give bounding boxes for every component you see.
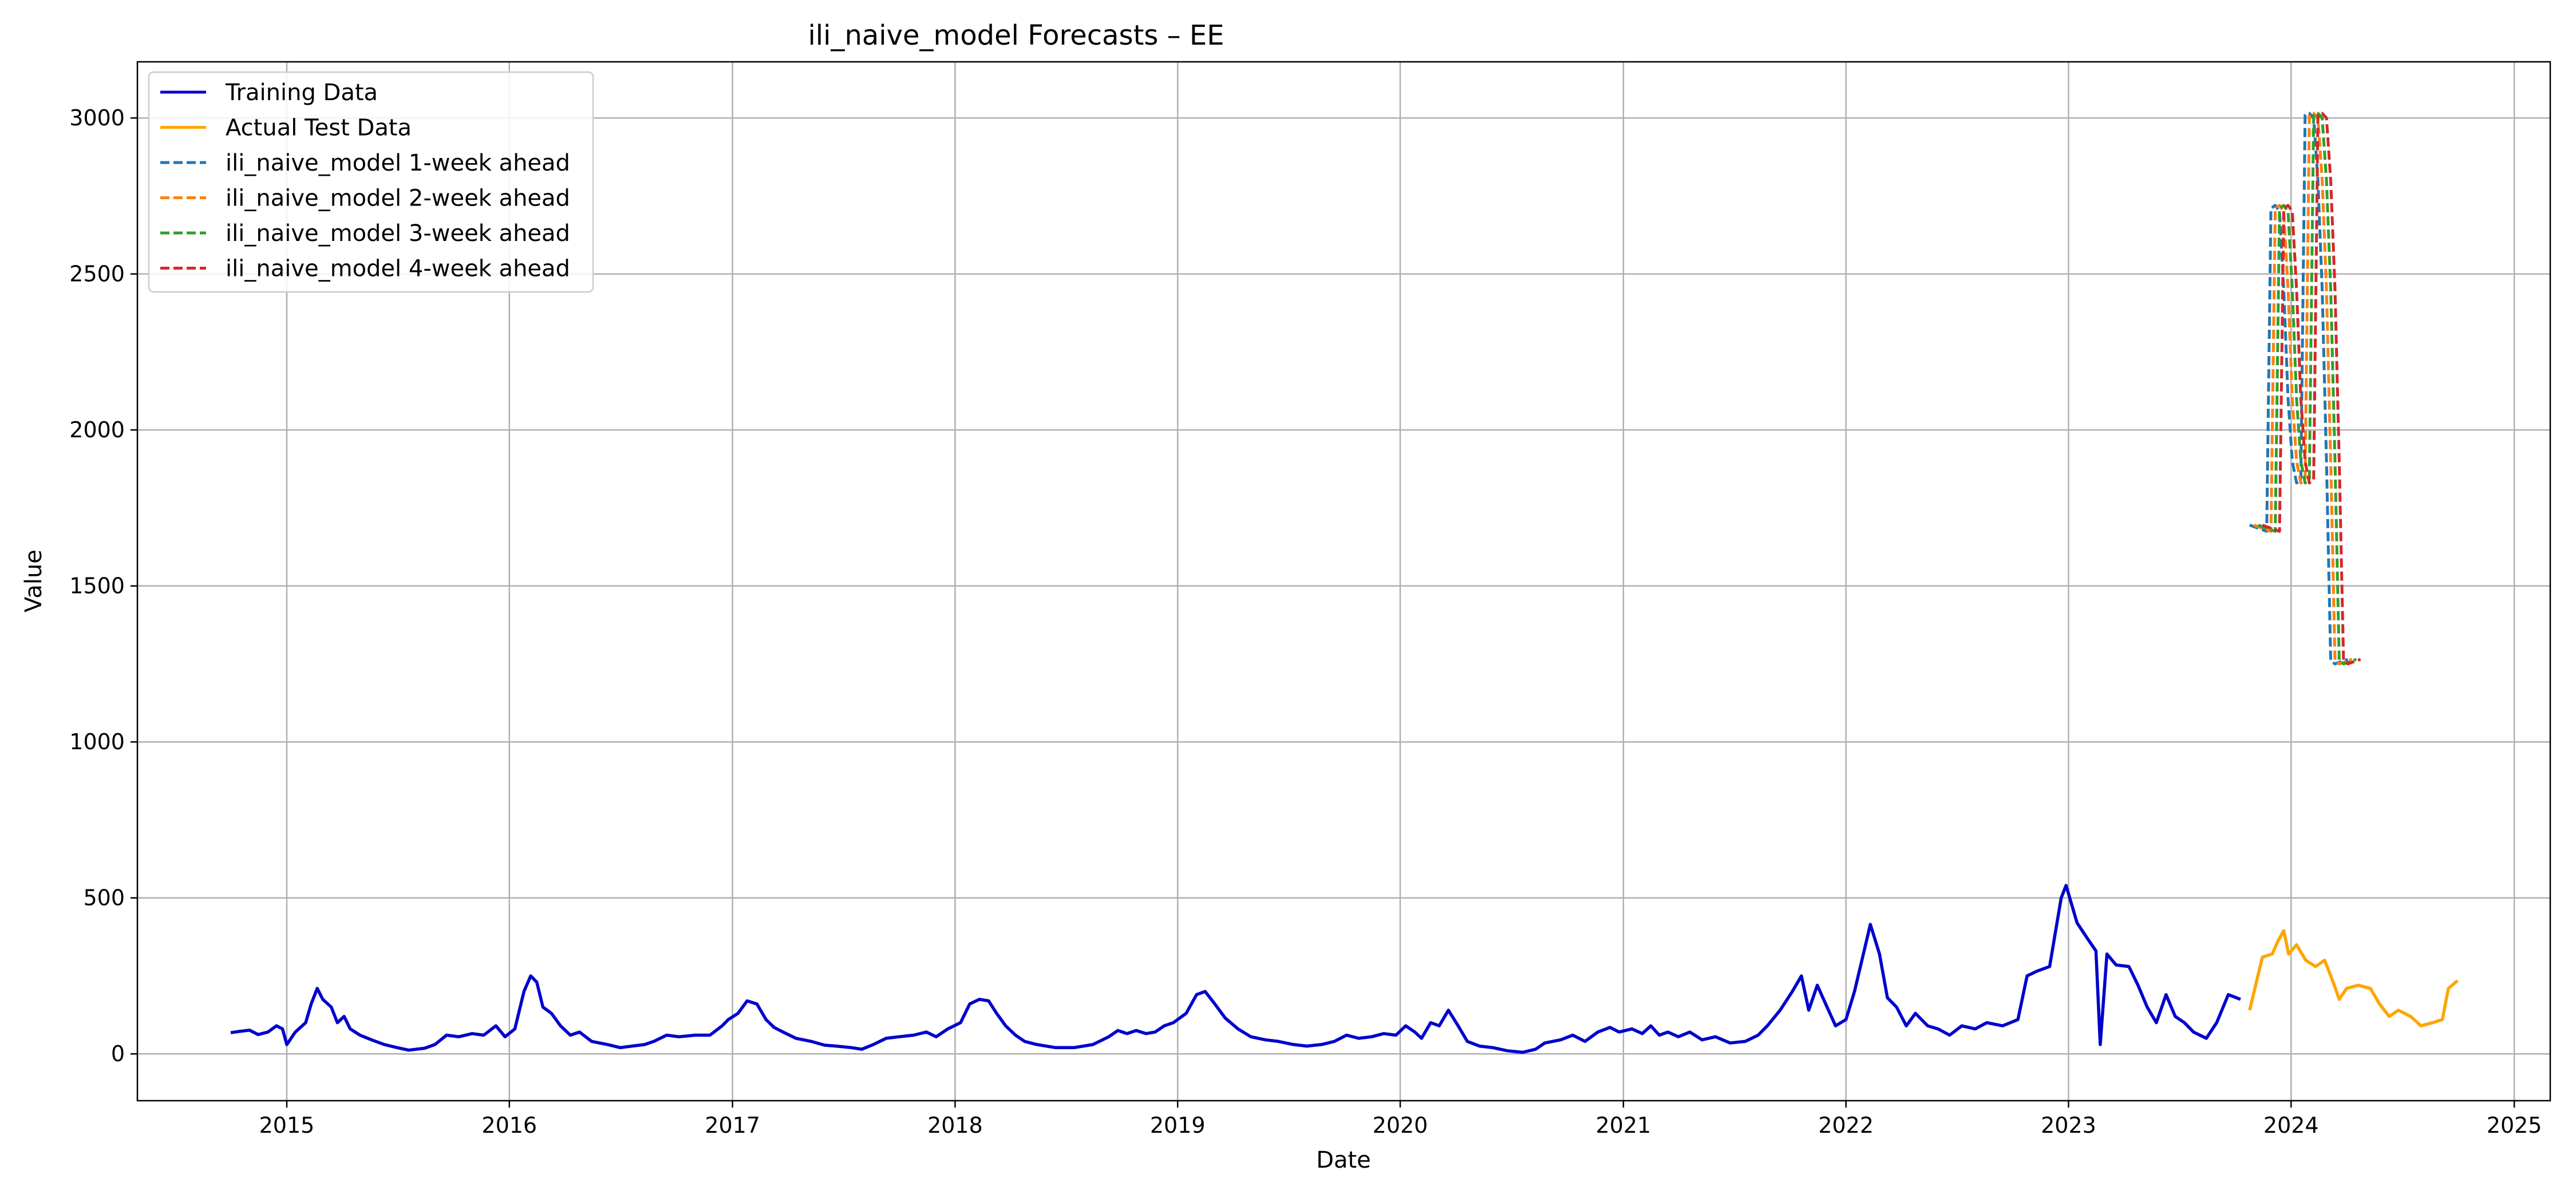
x-tick-label: 2020: [1373, 1113, 1428, 1138]
chart-title: ili_naive_model Forecasts – EE: [808, 19, 1224, 52]
x-tick-label: 2022: [1818, 1113, 1874, 1138]
plot-frame: [136, 61, 2551, 1102]
x-tick-label: 2023: [2041, 1113, 2096, 1138]
legend-label: Training Data: [225, 80, 378, 106]
series-line-2: [2248, 929, 2459, 1027]
x-tick-label: 2016: [481, 1113, 537, 1138]
series-line-4: [2253, 112, 2353, 666]
y-tick-label: 2500: [69, 262, 125, 287]
legend: Training Data Actual Test Data ili_naive_m…: [148, 71, 594, 293]
series-line-6: [2262, 112, 2361, 666]
x-tick-label: 2025: [2487, 1113, 2542, 1138]
legend-box: [148, 71, 594, 293]
x-axis-label: Date: [1316, 1147, 1371, 1173]
x-axis-ticks: 2015 2016 2017 2018 2019 2020 2021 2022 2023 2024…: [259, 1101, 2542, 1138]
series-layer: [230, 112, 2459, 1054]
x-tick-label: 2017: [705, 1113, 760, 1138]
x-tick-label: 2019: [1150, 1113, 1206, 1138]
legend-label: ili_naive_model 2-week ahead: [226, 185, 570, 212]
series-line-1: [230, 884, 2241, 1054]
x-tick-label: 2015: [259, 1113, 315, 1138]
grid-lines: [137, 62, 2550, 1101]
series-line-3: [2249, 112, 2349, 666]
y-tick-label: 0: [111, 1041, 125, 1066]
y-tick-label: 1000: [69, 729, 125, 754]
y-axis-ticks: 0 500 1000 1500 2000 2500 3000: [69, 105, 137, 1066]
legend-label: ili_naive_model 3-week ahead: [226, 220, 570, 247]
legend-label: ili_naive_model 4-week ahead: [226, 256, 570, 282]
x-tick-label: 2018: [927, 1113, 983, 1138]
y-tick-label: 500: [83, 885, 125, 911]
legend-label: ili_naive_model 1-week ahead: [226, 150, 570, 176]
series-line-5: [2257, 112, 2357, 666]
y-axis-label: Value: [21, 549, 47, 612]
x-tick-label: 2021: [1596, 1113, 1652, 1138]
y-tick-label: 1500: [69, 574, 125, 599]
legend-label: Actual Test Data: [226, 115, 412, 141]
x-tick-label: 2024: [2263, 1113, 2319, 1138]
y-tick-label: 3000: [69, 105, 125, 131]
y-tick-label: 2000: [69, 417, 125, 442]
